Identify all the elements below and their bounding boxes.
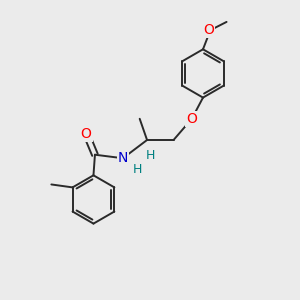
Text: O: O — [186, 112, 197, 126]
Text: O: O — [203, 23, 214, 37]
Text: O: O — [81, 127, 92, 140]
Text: H: H — [145, 149, 155, 162]
Text: N: N — [118, 151, 128, 165]
Text: H: H — [132, 163, 142, 176]
